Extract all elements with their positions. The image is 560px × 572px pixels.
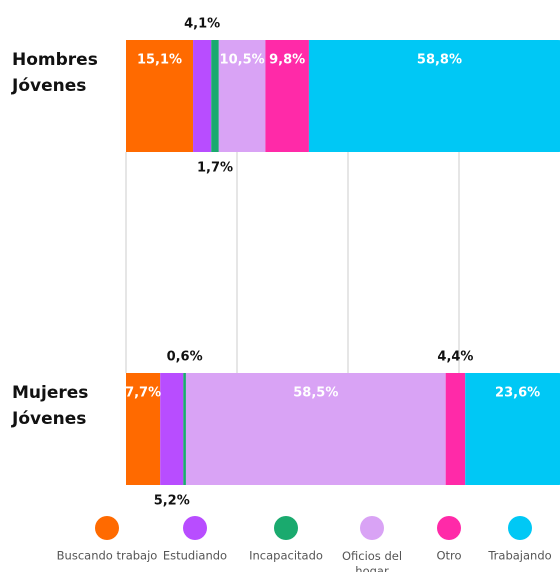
legend-swatch — [508, 516, 532, 540]
category-label: Mujeres Jóvenes — [11, 383, 88, 429]
value-label: 7,7% — [125, 386, 161, 401]
legend-line: hogar — [355, 564, 389, 572]
bar-segment — [185, 373, 446, 485]
value-label: 10,5% — [220, 53, 265, 68]
legend-swatch — [274, 516, 298, 540]
value-label: 58,8% — [417, 53, 462, 68]
value-label: 1,7% — [197, 161, 233, 176]
legend-label: Oficios del hogar — [342, 549, 402, 572]
value-label: 5,2% — [154, 494, 190, 509]
bar-segment — [126, 373, 161, 485]
bar-segment — [126, 40, 194, 152]
category-line: Hombres — [12, 50, 98, 70]
bar-group — [126, 40, 560, 152]
legend-label: Estudiando — [163, 549, 227, 563]
category-line: Jóvenes — [11, 76, 86, 96]
category-line: Jóvenes — [11, 409, 86, 429]
category-label: Hombres Jóvenes — [11, 50, 98, 96]
legend-label: Trabajando — [487, 549, 551, 563]
legend-label: Buscando trabajo — [57, 549, 158, 563]
legend-swatch — [183, 516, 207, 540]
legend-swatch — [360, 516, 384, 540]
value-label: 9,8% — [269, 53, 305, 68]
legend-swatch — [95, 516, 119, 540]
legend-line: Oficios del — [342, 549, 402, 563]
legend-label: Otro — [436, 549, 461, 563]
value-label: 4,1% — [184, 17, 220, 32]
value-label: 58,5% — [293, 386, 338, 401]
bar-segment — [445, 373, 466, 485]
bar-segment — [308, 40, 560, 152]
bar-group — [126, 373, 560, 485]
bar-segment — [211, 40, 219, 152]
value-label: 4,4% — [437, 350, 473, 365]
bar-segment — [265, 40, 309, 152]
value-label: 23,6% — [495, 386, 540, 401]
bar-segment — [183, 373, 186, 485]
bar-segment — [465, 373, 560, 485]
value-label: 0,6% — [167, 350, 203, 365]
value-label: 15,1% — [137, 53, 182, 68]
category-line: Mujeres — [12, 383, 88, 403]
bar-segment — [193, 40, 212, 152]
legend-label: Incapacitado — [249, 549, 323, 563]
bar-segment — [160, 373, 184, 485]
legend-swatch — [437, 516, 461, 540]
bar-segment — [218, 40, 266, 152]
